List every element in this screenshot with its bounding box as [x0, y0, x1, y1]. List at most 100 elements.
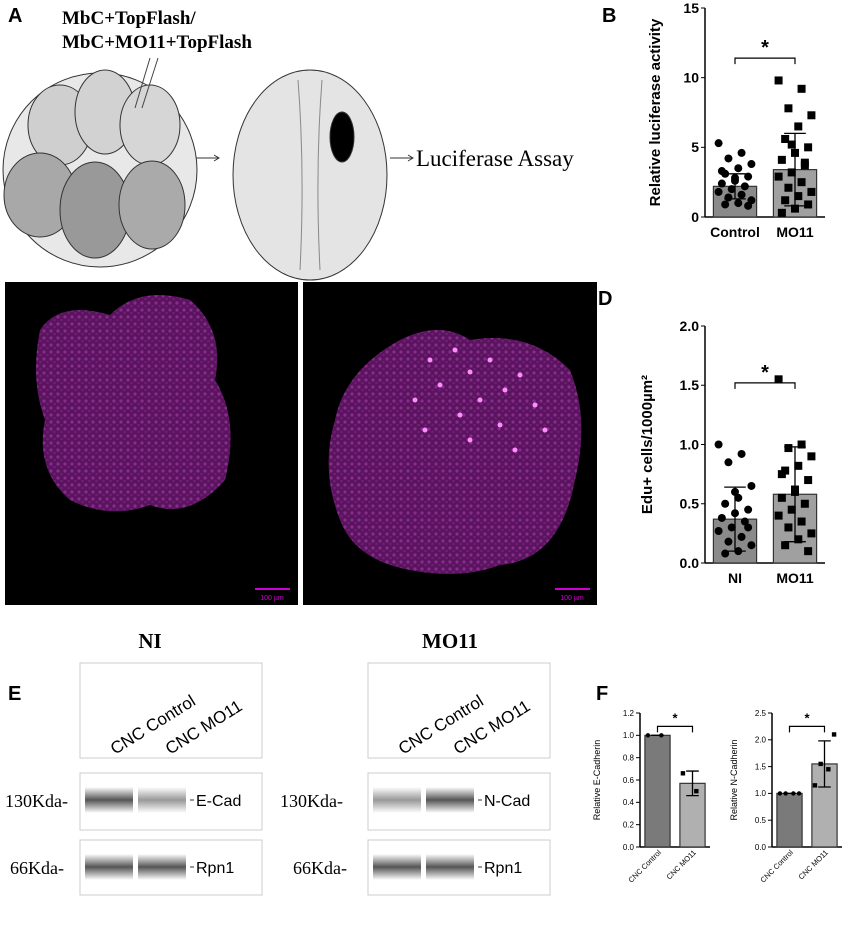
data-point — [734, 493, 743, 502]
data-point — [787, 140, 796, 149]
data-point — [796, 791, 802, 796]
band — [85, 854, 133, 880]
panel-label: F — [596, 683, 608, 705]
tissue-explant — [36, 295, 231, 512]
y-tick-label: 1.5 — [680, 377, 700, 393]
scale-label: 100 µm — [560, 595, 584, 602]
data-point — [694, 788, 699, 794]
data-point — [794, 122, 803, 131]
injection-label: MbC+MO11+TopFlash — [62, 32, 252, 53]
band — [426, 787, 474, 813]
panel-label: A — [8, 5, 22, 27]
data-point — [794, 535, 803, 544]
data-point — [740, 182, 749, 191]
significance-label: * — [761, 362, 769, 384]
x-tick-label: MO11 — [776, 224, 814, 240]
data-point — [774, 511, 783, 520]
y-tick-label: 0.0 — [623, 843, 635, 852]
y-tick-label: 5 — [691, 139, 699, 155]
band — [85, 787, 133, 813]
data-point — [800, 158, 809, 167]
significance-label: * — [804, 710, 810, 725]
data-point — [727, 185, 736, 194]
data-point — [731, 509, 739, 518]
data-point — [717, 513, 726, 522]
data-point — [721, 499, 730, 508]
data-point — [818, 761, 823, 767]
data-point — [731, 487, 739, 496]
data-point — [747, 481, 756, 490]
significance-label: * — [761, 37, 769, 59]
data-point — [831, 732, 837, 737]
data-point — [781, 541, 790, 550]
data-point — [791, 148, 799, 157]
data-point — [724, 193, 733, 202]
data-point — [734, 199, 743, 208]
data-point — [784, 523, 793, 532]
bar — [776, 792, 803, 848]
data-point — [777, 493, 786, 502]
data-point — [724, 537, 733, 546]
blot-header — [79, 662, 263, 759]
mw-marker: 130Kda- — [280, 791, 343, 811]
mw-marker: 66Kda- — [293, 858, 347, 878]
data-point — [645, 733, 651, 738]
mw-marker: 66Kda- — [10, 858, 64, 878]
data-point — [787, 168, 796, 177]
data-point — [804, 143, 813, 152]
data-point — [659, 733, 664, 738]
blot-header — [367, 662, 551, 759]
band-label: N-Cad — [484, 793, 530, 810]
arrow-head — [407, 154, 414, 162]
data-point — [781, 196, 790, 205]
data-point — [797, 517, 806, 526]
band-label: Rpn1 — [196, 860, 234, 877]
edu-positive-cells — [412, 347, 548, 453]
data-point — [812, 783, 818, 788]
embryo-8-cell — [2, 57, 198, 268]
data-point — [826, 767, 831, 772]
data-point — [737, 532, 746, 541]
x-tick-label: CNC Control — [626, 848, 663, 885]
y-tick-label: 0.5 — [755, 816, 767, 825]
data-point — [774, 76, 783, 85]
band — [373, 787, 421, 813]
mw-marker: 130Kda- — [5, 791, 68, 811]
data-point — [783, 791, 788, 796]
data-point — [794, 461, 803, 470]
data-point — [740, 517, 749, 526]
data-point — [777, 208, 786, 217]
data-point — [724, 154, 733, 163]
data-point — [774, 172, 783, 181]
y-tick-label: 1.0 — [755, 789, 767, 798]
data-point — [797, 440, 806, 449]
y-axis-label: Relative E-Cadherin — [592, 740, 602, 821]
data-point — [777, 470, 786, 479]
significance-bracket — [734, 382, 796, 389]
data-point — [717, 179, 726, 188]
data-point — [744, 201, 753, 210]
y-tick-label: 0.6 — [623, 776, 635, 785]
assay-label: Luciferase Assay — [416, 146, 574, 171]
y-axis-label: Relative N-Cadherin — [729, 739, 739, 820]
data-point — [744, 172, 753, 181]
panel-label: B — [602, 5, 616, 27]
y-tick-label: 10 — [683, 70, 699, 86]
y-axis-label: Edu+ cells/1000µm² — [639, 375, 656, 514]
y-tick-label: 1.5 — [755, 762, 767, 771]
embryo-neurula — [232, 69, 388, 281]
data-point — [724, 458, 733, 467]
data-point — [747, 160, 756, 169]
arrow-head — [213, 154, 220, 162]
y-tick-label: 1.0 — [623, 731, 635, 740]
data-point — [714, 527, 723, 536]
data-point — [807, 529, 816, 538]
data-point — [680, 771, 686, 776]
data-point — [721, 200, 730, 209]
data-point — [714, 139, 723, 148]
data-point — [804, 547, 813, 556]
bar — [644, 734, 671, 848]
x-tick-label: MO11 — [776, 570, 814, 586]
significance-label: * — [672, 710, 678, 725]
y-tick-label: 0.4 — [623, 798, 635, 807]
